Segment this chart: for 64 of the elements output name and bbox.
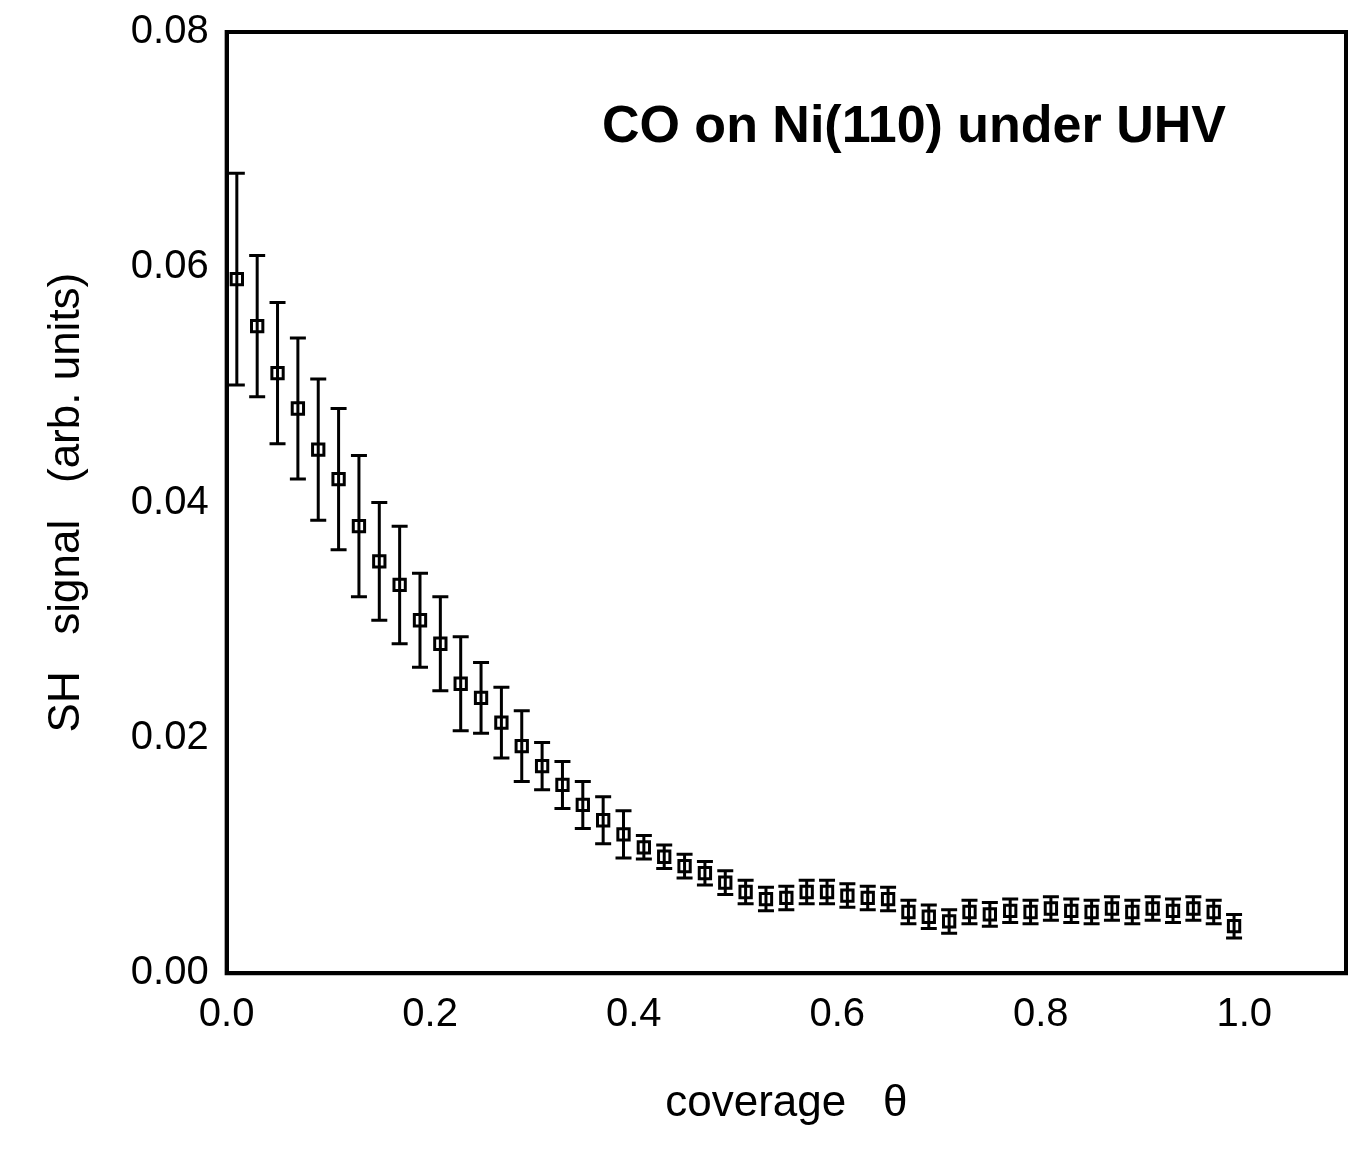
point bbox=[1104, 901, 1120, 916]
point bbox=[1165, 903, 1181, 918]
point bbox=[1084, 904, 1099, 920]
x-tick-label: 0.8 bbox=[1012, 990, 1069, 1035]
point bbox=[1145, 901, 1160, 916]
point bbox=[534, 758, 550, 774]
point bbox=[311, 442, 326, 457]
x-tick-label: 0.6 bbox=[809, 990, 866, 1035]
point bbox=[860, 890, 875, 906]
x-tick-label: 0.4 bbox=[605, 990, 662, 1035]
point bbox=[473, 690, 489, 706]
point bbox=[351, 518, 367, 534]
point bbox=[718, 875, 733, 890]
point bbox=[1043, 901, 1059, 916]
point bbox=[840, 888, 855, 903]
y-tick-label: 0.06 bbox=[130, 242, 209, 287]
point bbox=[1226, 918, 1242, 934]
point bbox=[1206, 904, 1221, 920]
point bbox=[494, 715, 509, 730]
point bbox=[270, 366, 285, 381]
annotation: CO on Ni(110) under UHV bbox=[601, 95, 1227, 154]
point bbox=[636, 840, 652, 855]
point bbox=[901, 904, 916, 920]
x-tick-label: 0.2 bbox=[402, 990, 458, 1035]
point bbox=[880, 891, 896, 907]
point bbox=[575, 797, 590, 813]
point bbox=[290, 401, 306, 416]
x-axis-title: coverage θ bbox=[665, 1075, 908, 1125]
y-tick-label: 0.02 bbox=[130, 712, 209, 757]
point bbox=[779, 890, 794, 906]
point bbox=[799, 884, 814, 900]
point bbox=[941, 914, 957, 929]
x-tick-label: 0.0 bbox=[198, 990, 255, 1035]
point bbox=[1064, 903, 1079, 918]
point bbox=[596, 813, 611, 828]
y-tick-label: 0.08 bbox=[130, 7, 209, 52]
point bbox=[697, 866, 713, 881]
point bbox=[1003, 903, 1018, 918]
x-tick-label: 1.0 bbox=[1216, 990, 1273, 1035]
point bbox=[514, 738, 529, 754]
point bbox=[1023, 904, 1038, 920]
point bbox=[1186, 901, 1201, 916]
y-axis-title: SH signal (arb. units) bbox=[38, 272, 88, 733]
point bbox=[412, 613, 428, 628]
point bbox=[819, 884, 835, 900]
point bbox=[392, 577, 407, 593]
point bbox=[962, 904, 977, 920]
point bbox=[982, 907, 997, 922]
point bbox=[616, 827, 631, 842]
y-tick-label: 0.00 bbox=[130, 948, 209, 993]
point bbox=[453, 676, 468, 691]
point bbox=[229, 271, 244, 287]
point bbox=[555, 777, 570, 793]
point bbox=[657, 849, 672, 864]
point bbox=[921, 909, 936, 924]
point bbox=[250, 318, 265, 334]
point bbox=[758, 891, 774, 907]
point bbox=[738, 884, 753, 900]
y-tick-label: 0.04 bbox=[130, 477, 209, 522]
point bbox=[433, 636, 448, 651]
point bbox=[372, 554, 387, 569]
point bbox=[677, 858, 692, 874]
point bbox=[331, 471, 346, 487]
point bbox=[1125, 904, 1140, 920]
